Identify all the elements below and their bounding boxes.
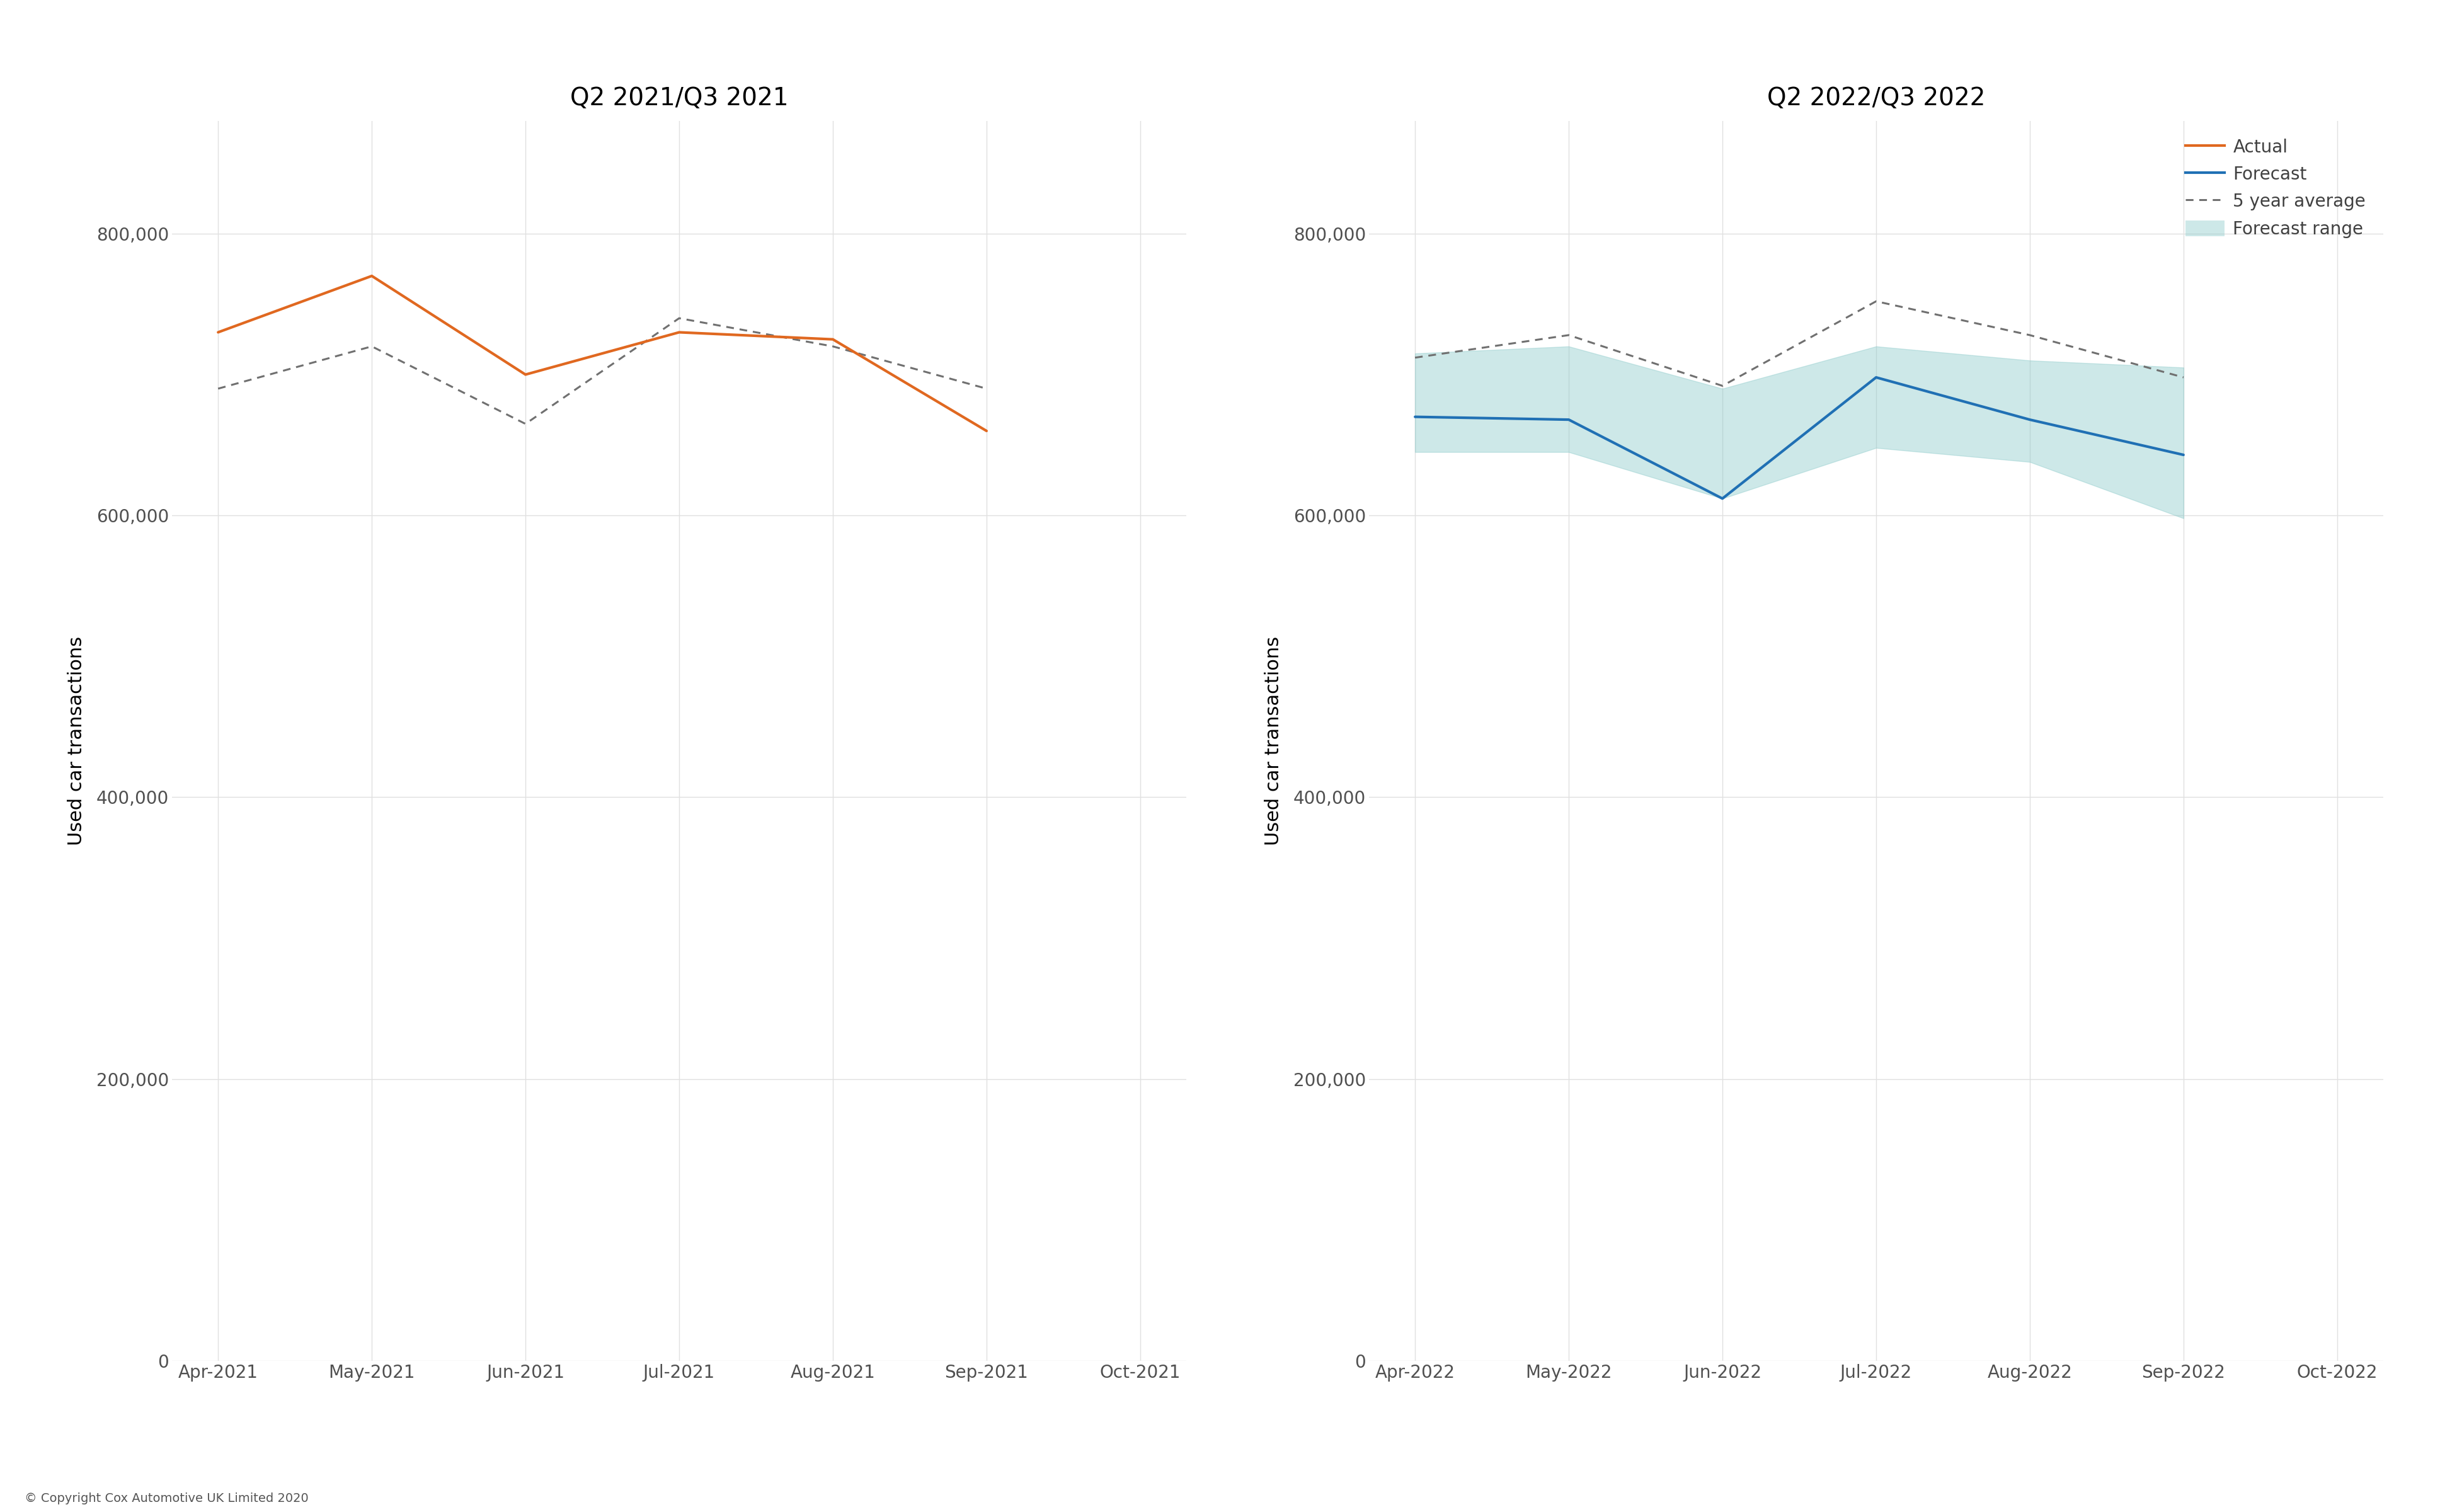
Title: Q2 2022/Q3 2022: Q2 2022/Q3 2022 bbox=[1767, 86, 1985, 110]
Y-axis label: Used car transactions: Used car transactions bbox=[66, 637, 86, 845]
Text: © Copyright Cox Automotive UK Limited 2020: © Copyright Cox Automotive UK Limited 20… bbox=[25, 1492, 310, 1504]
Title: Q2 2021/Q3 2021: Q2 2021/Q3 2021 bbox=[570, 86, 789, 110]
Y-axis label: Used car transactions: Used car transactions bbox=[1265, 637, 1283, 845]
Legend: Actual, Forecast, 5 year average, Forecast range: Actual, Forecast, 5 year average, Foreca… bbox=[2177, 130, 2373, 246]
